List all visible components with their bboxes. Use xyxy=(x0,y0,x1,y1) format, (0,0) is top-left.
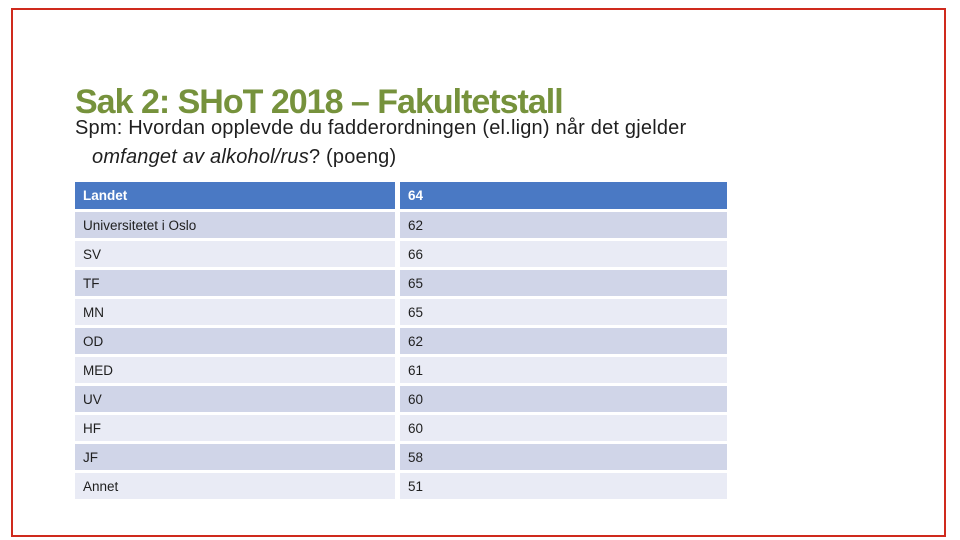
table-row: MN 65 xyxy=(75,299,727,325)
table-row-value: 60 xyxy=(400,386,727,412)
table-row-value: 65 xyxy=(400,270,727,296)
table-row: Annet 51 xyxy=(75,473,727,499)
table-row: OD 62 xyxy=(75,328,727,354)
question-line-1: Spm: Hvordan opplevde du fadderordningen… xyxy=(75,117,687,139)
table-row-value: 61 xyxy=(400,357,727,383)
question-text: Spm: Hvordan opplevde du fadderordningen… xyxy=(75,114,905,172)
table-row-label: MED xyxy=(75,357,395,383)
table-row-value: 58 xyxy=(400,444,727,470)
table-row: SV 66 xyxy=(75,241,727,267)
table-row-value: 65 xyxy=(400,299,727,325)
table-row-value: 66 xyxy=(400,241,727,267)
question-italic-phrase: omfanget av alkohol/rus xyxy=(92,146,309,168)
table-row: Universitetet i Oslo 62 xyxy=(75,212,727,238)
table-row: MED 61 xyxy=(75,357,727,383)
table-header-row: Landet 64 xyxy=(75,182,727,209)
table-row-value: 60 xyxy=(400,415,727,441)
faculty-score-table: Landet 64 Universitetet i Oslo 62 SV 66 … xyxy=(75,182,727,499)
table-header-value: 64 xyxy=(400,182,727,209)
question-line-2: omfanget av alkohol/rus? (poeng) xyxy=(75,143,905,172)
table-row-label: Universitetet i Oslo xyxy=(75,212,395,238)
table-row-label: Annet xyxy=(75,473,395,499)
table-row-label: JF xyxy=(75,444,395,470)
table-header-label: Landet xyxy=(75,182,395,209)
table-row: UV 60 xyxy=(75,386,727,412)
table-row-label: MN xyxy=(75,299,395,325)
table-row: TF 65 xyxy=(75,270,727,296)
table-row-label: HF xyxy=(75,415,395,441)
table-row: JF 58 xyxy=(75,444,727,470)
table-row-label: TF xyxy=(75,270,395,296)
table-row-label: OD xyxy=(75,328,395,354)
page-title: Sak 2: SHoT 2018 – Fakultetstall xyxy=(75,82,564,121)
table-row-value: 62 xyxy=(400,328,727,354)
table-row-value: 51 xyxy=(400,473,727,499)
table-row-value: 62 xyxy=(400,212,727,238)
table-row-label: SV xyxy=(75,241,395,267)
table-body: Universitetet i Oslo 62 SV 66 TF 65 MN 6… xyxy=(75,212,727,499)
question-suffix: ? (poeng) xyxy=(308,146,397,168)
table-row: HF 60 xyxy=(75,415,727,441)
table-row-label: UV xyxy=(75,386,395,412)
